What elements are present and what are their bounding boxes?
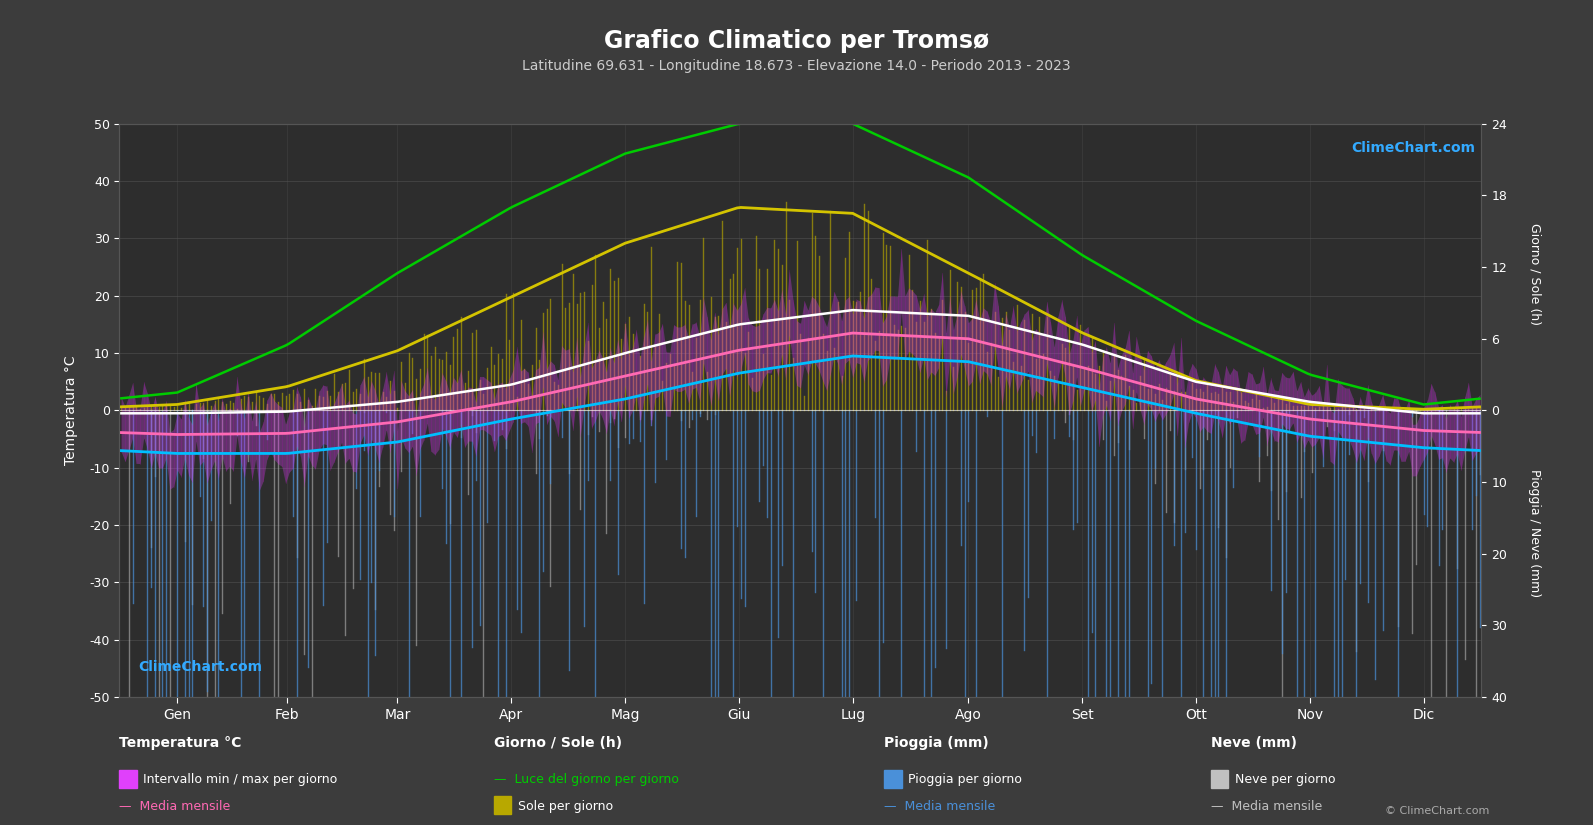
Text: Latitudine 69.631 - Longitudine 18.673 - Elevazione 14.0 - Periodo 2013 - 2023: Latitudine 69.631 - Longitudine 18.673 -… [523,59,1070,73]
Text: ClimeChart.com: ClimeChart.com [139,660,263,674]
Text: Neve per giorno: Neve per giorno [1235,773,1335,786]
Text: ClimeChart.com: ClimeChart.com [1351,141,1475,155]
Text: Intervallo min / max per giorno: Intervallo min / max per giorno [143,773,338,786]
Text: Sole per giorno: Sole per giorno [518,799,613,813]
Y-axis label: Giorno / Sole (h)                                    Pioggia / Neve (mm): Giorno / Sole (h) Pioggia / Neve (mm) [1528,224,1540,597]
Text: Giorno / Sole (h): Giorno / Sole (h) [494,736,621,750]
Text: —  Luce del giorno per giorno: — Luce del giorno per giorno [494,773,679,786]
Text: —  Media mensile: — Media mensile [884,799,996,813]
Text: —  Media mensile: — Media mensile [119,799,231,813]
Text: Pioggia per giorno: Pioggia per giorno [908,773,1021,786]
Text: Grafico Climatico per Tromsø: Grafico Climatico per Tromsø [604,29,989,53]
Text: Neve (mm): Neve (mm) [1211,736,1297,750]
Text: —  Media mensile: — Media mensile [1211,799,1322,813]
Text: © ClimeChart.com: © ClimeChart.com [1384,806,1489,816]
Y-axis label: Temperatura °C: Temperatura °C [64,356,78,465]
Text: Temperatura °C: Temperatura °C [119,736,242,750]
Text: Pioggia (mm): Pioggia (mm) [884,736,989,750]
